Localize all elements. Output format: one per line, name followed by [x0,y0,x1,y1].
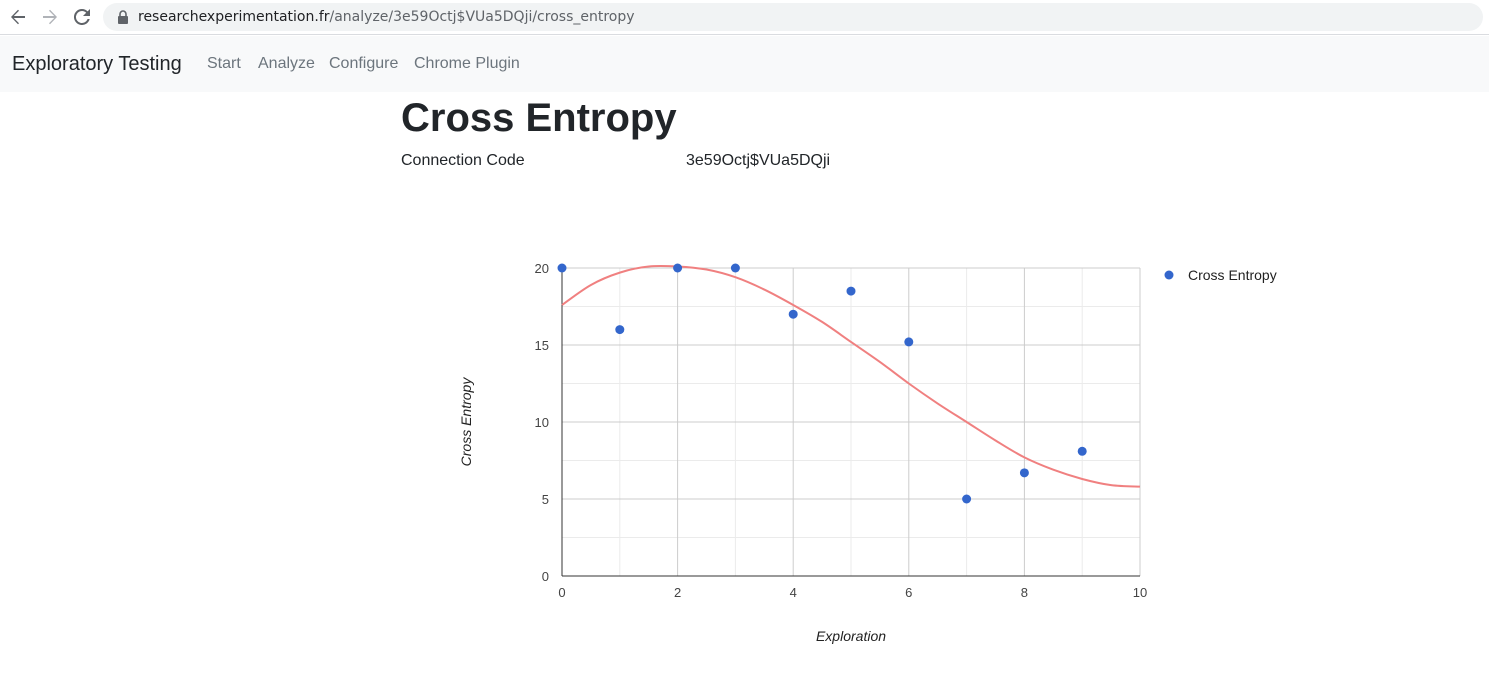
legend-label: Cross Entropy [1188,267,1277,283]
x-tick-label: 2 [674,585,681,600]
data-point [904,337,914,347]
y-tick-label: 15 [535,338,549,353]
arrow-right-icon [43,9,57,25]
nav-link-analyze[interactable]: Analyze [258,55,315,72]
nav-link-start[interactable]: Start [207,55,241,72]
chart-axes [561,268,1140,577]
url-path: /analyze/3e59Octj$VUa5DQji/cross_entropy [329,9,635,25]
app-navbar: Exploratory Testing Start Analyze Config… [0,36,1489,92]
back-button[interactable] [4,4,32,30]
lock-icon [118,10,128,24]
legend: Cross Entropy [1164,267,1277,283]
x-tick-label: 10 [1133,585,1147,600]
data-point [788,309,798,319]
data-point [846,286,856,296]
browser-toolbar: researchexperimentation.fr/analyze/3e59O… [0,0,1489,35]
y-tick-label: 10 [535,415,549,430]
reload-button[interactable] [68,4,96,30]
trendline [561,264,1141,488]
y-tick-label: 20 [535,261,549,276]
y-tick-label: 0 [542,569,549,584]
x-tick-label: 0 [558,585,565,600]
data-point [615,325,625,335]
x-tick-label: 6 [905,585,912,600]
address-bar[interactable]: researchexperimentation.fr/analyze/3e59O… [103,3,1483,31]
chart-major-grid [562,267,1141,576]
legend-marker [1164,270,1174,280]
navbar-brand[interactable]: Exploratory Testing [12,53,182,75]
data-points [557,263,1087,504]
url-host: researchexperimentation.fr [138,9,330,25]
x-tick-label: 4 [790,585,797,600]
x-tick-label: 8 [1021,585,1028,600]
data-point [557,263,567,273]
data-point [673,263,683,273]
data-point [730,263,740,273]
x-axis-label: Exploration [816,628,886,644]
nav-link-configure[interactable]: Configure [329,55,399,72]
chart-tick-labels: 0 2 4 6 8 10 0 5 10 15 20 [535,261,1148,600]
arrow-left-icon [11,9,25,25]
url-text: researchexperimentation.fr/analyze/3e59O… [138,8,635,26]
forward-button[interactable] [36,4,64,30]
connection-code-label: Connection Code [401,152,525,169]
connection-code-value: 3e59Octj$VUa5DQji [686,152,831,169]
data-point [1077,446,1087,456]
page-title: Cross Entropy [401,96,677,140]
data-point [962,494,972,504]
y-tick-label: 5 [542,492,549,507]
nav-link-chrome-plugin[interactable]: Chrome Plugin [414,55,520,72]
reload-icon [74,9,90,25]
data-point [1019,468,1029,478]
chart-minor-grid [562,268,1140,576]
y-axis-label: Cross Entropy [458,377,474,467]
